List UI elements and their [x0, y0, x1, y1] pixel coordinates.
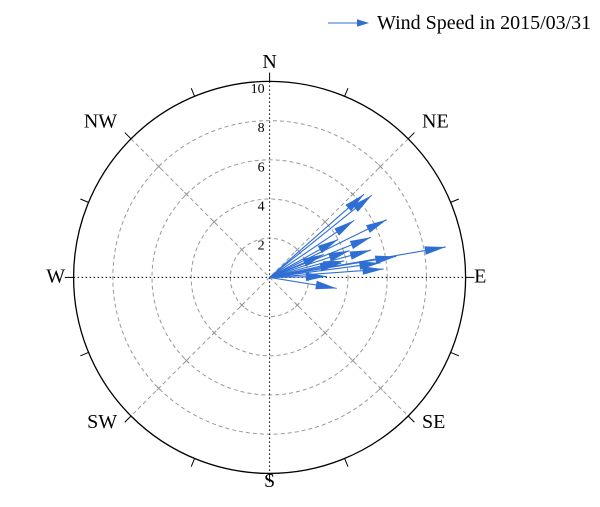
svg-text:S: S — [264, 470, 275, 492]
svg-text:SW: SW — [87, 411, 117, 433]
svg-text:E: E — [474, 265, 486, 287]
svg-text:Wind Speed in 2015/03/31: Wind Speed in 2015/03/31 — [377, 12, 591, 34]
svg-text:NE: NE — [422, 111, 449, 133]
svg-text:W: W — [46, 265, 65, 287]
svg-text:10: 10 — [251, 82, 265, 97]
svg-text:N: N — [262, 51, 276, 73]
svg-text:8: 8 — [258, 121, 265, 136]
svg-text:4: 4 — [258, 200, 265, 215]
svg-text:SE: SE — [422, 411, 445, 433]
svg-text:2: 2 — [258, 239, 265, 254]
svg-text:6: 6 — [258, 160, 265, 175]
svg-text:NW: NW — [84, 111, 117, 133]
